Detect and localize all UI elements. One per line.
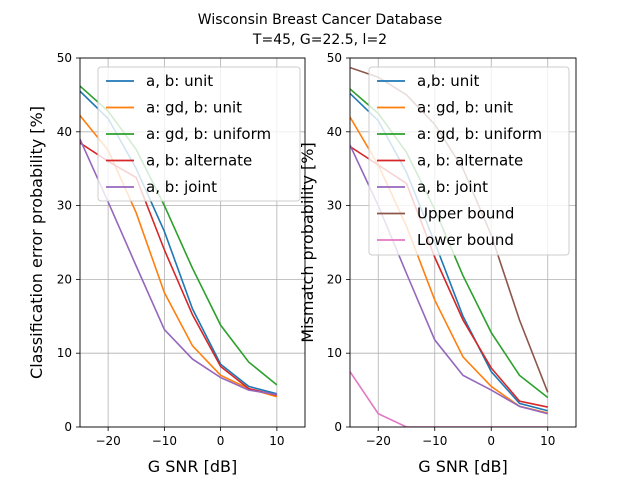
legend-entry: a, b: alternate: [146, 152, 252, 170]
legend-entry: a, b: unit: [146, 72, 213, 90]
x-tick-label: −10: [152, 434, 177, 448]
axes-frame: [79, 57, 306, 428]
legend: a,b: unit a: gd, b: unit a: gd, b: uniform…: [368, 66, 570, 256]
legend-entry: Upper bound: [417, 205, 514, 223]
figure-title-line1: Wisconsin Breast Cancer Database: [198, 12, 442, 28]
legend-entry: a, b: alternate: [417, 152, 523, 170]
x-tick-label: −20: [95, 434, 120, 448]
left-panel-classification-error: −20 −10 0 10 0 10 20 30 40 50 G SNR [dB] Classifica…: [27, 51, 306, 476]
y-tick-label: 20: [327, 272, 342, 286]
series-line-lower-bound: [350, 371, 548, 427]
x-tick-label: 0: [487, 434, 495, 448]
y-tick-label: 0: [334, 420, 342, 434]
y-tick-label: 10: [327, 346, 342, 360]
legend-entry: a,b: unit: [417, 72, 479, 90]
legend-entry: a: gd, b: unit: [146, 99, 242, 117]
legend-entry: a: gd, b: unit: [417, 99, 513, 117]
x-tick-label: 10: [540, 434, 555, 448]
x-tick-label: 0: [217, 434, 225, 448]
y-tick-label: 30: [57, 199, 72, 213]
y-axis-label: Mismatch probability [%]: [298, 142, 317, 342]
y-axis-label: Classification error probability [%]: [27, 106, 46, 379]
x-axis-label: G SNR [dB]: [148, 457, 237, 476]
y-tick-label: 0: [64, 420, 72, 434]
y-tick-label: 40: [327, 125, 342, 139]
figure-title-line2: T=45, G=22.5, l=2: [252, 32, 387, 48]
y-tick-label: 30: [327, 199, 342, 213]
axes-frame: [349, 57, 577, 428]
y-tick-label: 20: [57, 272, 72, 286]
y-tick-label: 50: [57, 51, 72, 65]
y-tick-label: 10: [57, 346, 72, 360]
x-tick-label: 10: [269, 434, 284, 448]
legend-entry: Lower bound: [417, 231, 514, 249]
x-axis-label: G SNR [dB]: [418, 457, 507, 476]
x-tick-label: −10: [422, 434, 447, 448]
legend-entry: a, b: joint: [146, 178, 217, 196]
legend-entry: a: gd, b: uniform: [417, 125, 542, 143]
series-line-a-b-joint: [80, 138, 278, 396]
legend: a, b: unit a: gd, b: unit a: gd, b: unifor…: [97, 66, 301, 202]
legend-entry: a, b: joint: [417, 178, 488, 196]
right-panel-mismatch-probability: −20 −10 0 10 0 10 20 30 40 50 G SNR [dB] Mismatch p…: [298, 51, 577, 476]
x-tick-label: −20: [366, 434, 391, 448]
y-tick-label: 40: [57, 125, 72, 139]
legend-entry: a: gd, b: uniform: [146, 125, 271, 143]
y-tick-label: 50: [327, 51, 342, 65]
